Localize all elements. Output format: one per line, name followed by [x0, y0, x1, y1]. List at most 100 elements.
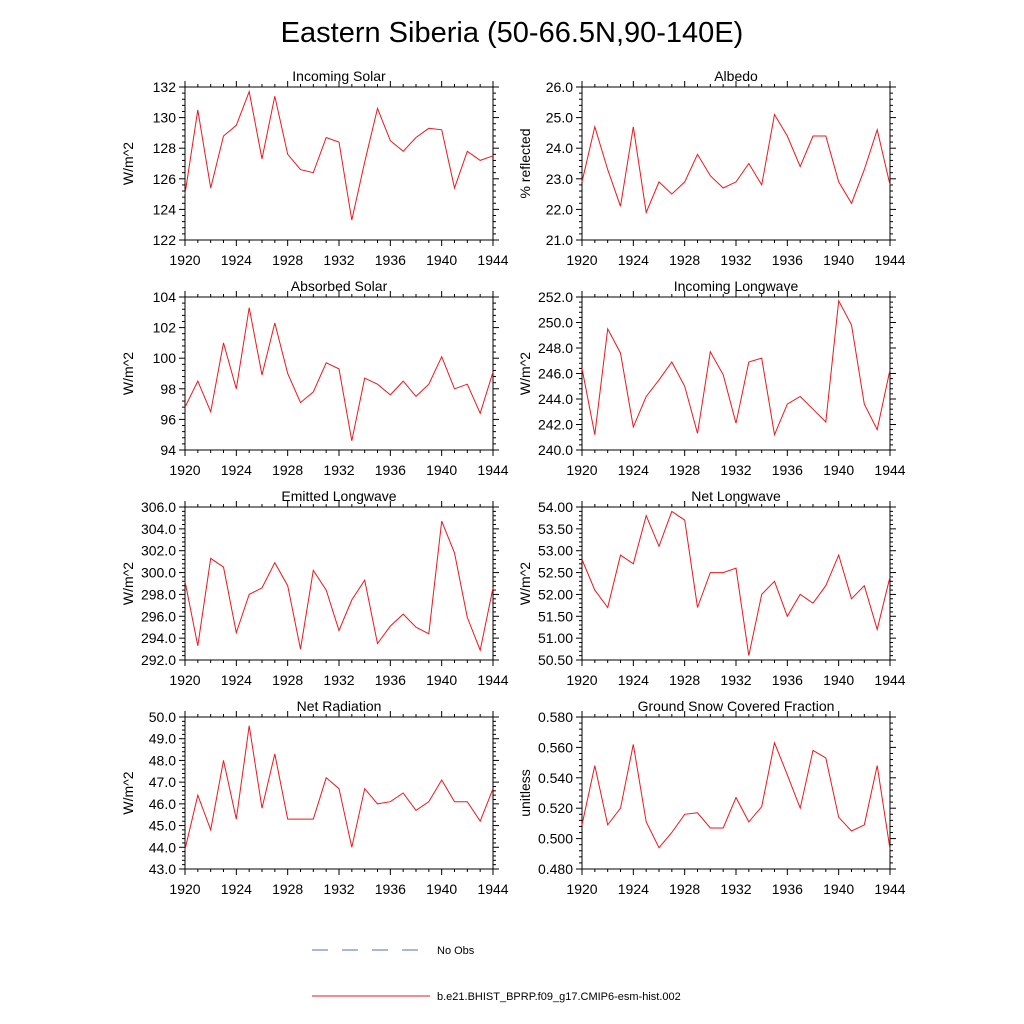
x-tick-label: 1932: [323, 881, 354, 897]
x-tick-label: 1936: [772, 881, 803, 897]
y-tick-label: 53.00: [538, 543, 573, 559]
series-line: [581, 299, 891, 437]
panel-title: Net Longwave: [691, 488, 781, 504]
panel-albedo: Albedo % reflected 21.0 22.0 23.0 24.0 25.0 26.…: [517, 68, 906, 268]
y-tick-label: 46.0: [149, 796, 176, 812]
y-axis-label: W/m^2: [517, 562, 533, 605]
panel-title: Albedo: [714, 68, 758, 84]
x-tick-label: 1932: [720, 462, 751, 478]
x-tick-label: 1940: [823, 881, 854, 897]
x-tick-label: 1920: [169, 462, 200, 478]
x-tick-label: 1944: [477, 672, 508, 688]
y-tick-label: 126: [153, 171, 177, 187]
y-tick-label: 22.0: [546, 201, 573, 217]
panel-title: Emitted Longwave: [281, 488, 396, 504]
x-tick-label: 1944: [874, 672, 905, 688]
y-tick-label: 242.0: [538, 417, 573, 433]
y-tick-label: 248.0: [538, 340, 573, 356]
x-tick-label: 1940: [426, 881, 457, 897]
y-tick-label: 122: [153, 232, 177, 248]
plot-frame: [581, 506, 891, 661]
y-tick-label: 96: [160, 411, 176, 427]
plot-frame: [581, 716, 891, 870]
x-tick-label: 1924: [618, 252, 649, 268]
y-tick-label: 294.0: [141, 630, 176, 646]
x-tick-label: 1928: [669, 252, 700, 268]
x-tick-label: 1920: [169, 672, 200, 688]
y-tick-label: 104: [153, 289, 177, 305]
plot-frame: [184, 716, 494, 870]
y-tick-label: 128: [153, 140, 177, 156]
y-tick-label: 50.0: [149, 709, 176, 725]
y-tick-label: 47.0: [149, 774, 176, 790]
y-tick-label: 240.0: [538, 442, 573, 458]
x-tick-label: 1940: [426, 252, 457, 268]
panel-ground-snow-covered-fraction: Ground Snow Covered Fraction unitless 0.48…: [517, 698, 906, 897]
x-tick-label: 1944: [874, 252, 905, 268]
series-line: [184, 521, 494, 652]
y-tick-label: 0.580: [538, 709, 573, 725]
y-tick-label: 50.50: [538, 652, 573, 668]
y-tick-label: 44.0: [149, 839, 176, 855]
y-tick-label: 25.0: [546, 110, 573, 126]
y-tick-label: 300.0: [141, 565, 176, 581]
y-tick-label: 51.50: [538, 608, 573, 624]
y-axis-label: W/m^2: [120, 771, 136, 814]
plot-frame: [581, 296, 891, 451]
x-tick-label: 1920: [566, 252, 597, 268]
panel-absorbed-solar: Absorbed Solar W/m^2 94 96 98 100 102 104 1920 19…: [120, 278, 509, 478]
panel-incoming-solar: Incoming Solar W/m^2 122 124 126 128 130 132 192…: [120, 68, 509, 268]
x-tick-label: 1940: [823, 252, 854, 268]
x-tick-label: 1924: [221, 252, 252, 268]
x-tick-label: 1924: [618, 881, 649, 897]
x-tick-label: 1924: [221, 881, 252, 897]
y-tick-label: 52.00: [538, 586, 573, 602]
y-tick-label: 51.00: [538, 630, 573, 646]
x-tick-label: 1928: [669, 672, 700, 688]
y-tick-label: 124: [153, 201, 177, 217]
y-tick-label: 298.0: [141, 586, 176, 602]
y-tick-label: 244.0: [538, 391, 573, 407]
x-tick-label: 1920: [169, 252, 200, 268]
panel-title: Incoming Solar: [292, 68, 386, 84]
chart-panels: Incoming Solar W/m^2 122 124 126 128 130 132 192…: [120, 68, 906, 897]
y-tick-label: 0.480: [538, 861, 573, 877]
x-tick-label: 1924: [221, 462, 252, 478]
y-tick-label: 252.0: [538, 289, 573, 305]
panel-emitted-longwave: Emitted Longwave W/m^2 292.0 294.0 296.0 298.…: [120, 488, 509, 688]
x-tick-label: 1940: [426, 672, 457, 688]
x-tick-label: 1928: [272, 881, 303, 897]
x-tick-label: 1944: [477, 881, 508, 897]
panel-net-longwave: Net Longwave W/m^2 50.50 51.00 51.50 52.00 52.…: [517, 488, 906, 688]
plot-frame: [581, 86, 891, 241]
y-tick-label: 246.0: [538, 366, 573, 382]
y-axis-label: W/m^2: [120, 562, 136, 605]
y-tick-label: 0.560: [538, 739, 573, 755]
series-line: [581, 113, 891, 215]
x-tick-label: 1944: [874, 881, 905, 897]
x-tick-label: 1928: [669, 462, 700, 478]
y-tick-label: 52.50: [538, 565, 573, 581]
series-line: [184, 307, 494, 441]
y-tick-label: 292.0: [141, 652, 176, 668]
x-tick-label: 1940: [426, 462, 457, 478]
x-tick-label: 1932: [720, 252, 751, 268]
x-tick-label: 1920: [566, 672, 597, 688]
y-tick-label: 0.540: [538, 770, 573, 786]
figure-title: Eastern Siberia (50-66.5N,90-140E): [281, 17, 744, 49]
x-tick-label: 1928: [272, 462, 303, 478]
x-tick-label: 1936: [375, 462, 406, 478]
x-tick-label: 1920: [566, 462, 597, 478]
legend: No Obs b.e21.BHIST_BPRP.f09_g17.CMIP6-es…: [312, 945, 681, 1003]
y-tick-label: 132: [153, 79, 177, 95]
y-tick-label: 102: [153, 320, 177, 336]
x-tick-label: 1924: [221, 672, 252, 688]
x-tick-label: 1920: [169, 881, 200, 897]
x-tick-label: 1944: [874, 462, 905, 478]
y-tick-label: 250.0: [538, 315, 573, 331]
x-tick-label: 1924: [618, 462, 649, 478]
x-tick-label: 1932: [720, 881, 751, 897]
y-tick-label: 296.0: [141, 608, 176, 624]
y-tick-label: 49.0: [149, 731, 176, 747]
x-tick-label: 1936: [772, 462, 803, 478]
